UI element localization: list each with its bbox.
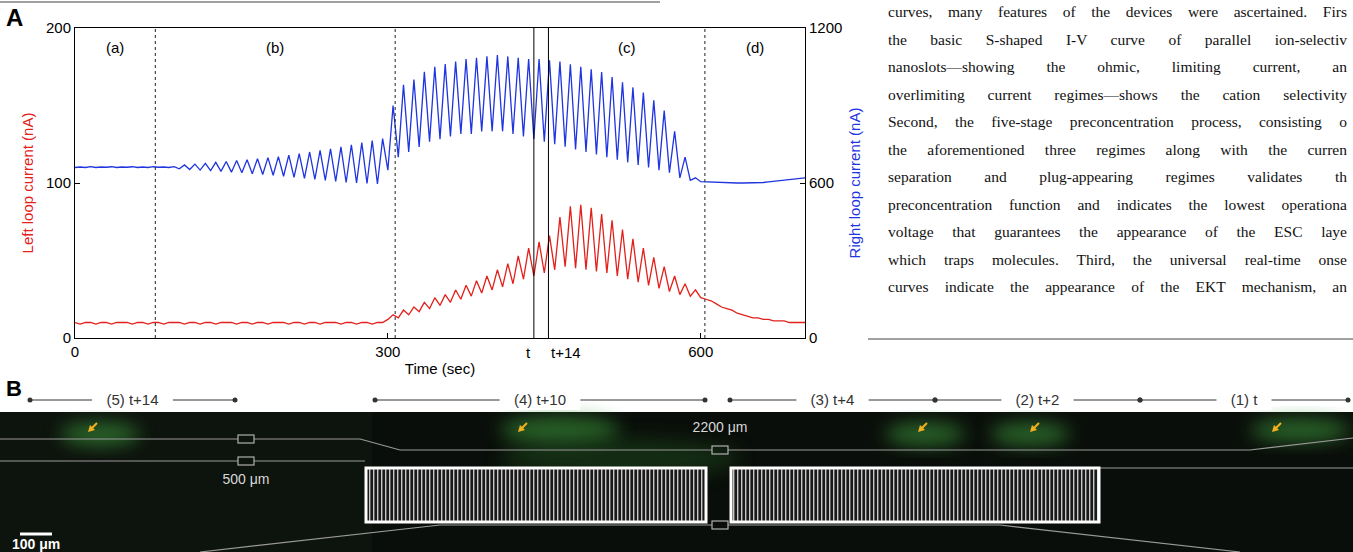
svg-text:300: 300 [375,343,400,360]
svg-text:200: 200 [46,19,71,36]
svg-text:0: 0 [809,329,817,346]
html-text:overlimiting current regimes—s: overlimiting current regimes—shows the c… [888,85,1347,103]
svg-text:Right loop current (nA): Right loop current (nA) [846,108,863,259]
html-text:separation and plug-appearing: separation and plug-appearing regimes va… [888,168,1347,185]
svg-text:(2) t+2: (2) t+2 [1016,391,1060,408]
svg-text:600: 600 [809,174,834,191]
svg-text:(a): (a) [106,39,124,56]
html-text:which traps molecules. Third,: which traps molecules. Third, the univer… [888,250,1347,268]
svg-text:500 μm: 500 μm [223,471,270,487]
svg-text:0: 0 [71,343,79,360]
html-text:curves, many features of the d: curves, many features of the devices wer… [888,3,1347,20]
svg-text:(1) t: (1) t [1231,391,1259,408]
svg-text:Left loop current (nA): Left loop current (nA) [19,113,36,254]
html-text:Second, the five-stage preconc: Second, the five-stage preconcentration … [888,113,1347,130]
svg-text:(c): (c) [618,39,636,56]
html-text:nanoslots—showing the ohmic, l: nanoslots—showing the ohmic, limiting cu… [888,58,1347,75]
svg-text:(5) t+14: (5) t+14 [106,391,158,408]
html-text:preconcentration function and: preconcentration function and indicates … [888,195,1347,213]
html-text:voltage that guarantees the ap: voltage that guarantees the appearance o… [888,223,1347,240]
svg-text:1200: 1200 [809,19,842,36]
svg-text:(b): (b) [266,39,284,56]
svg-text:600: 600 [688,343,713,360]
html-text:the basic S-shaped I-V curve o: the basic S-shaped I-V curve of parallel… [888,30,1347,48]
svg-text:(d): (d) [746,39,764,56]
svg-text:(3) t+4: (3) t+4 [811,391,855,408]
html-text:A: A [6,4,24,31]
svg-text:t+14: t+14 [551,344,581,361]
svg-text:t: t [526,344,531,361]
html-text:the aforementioned three regim: the aforementioned three regimes along w… [888,140,1347,158]
svg-text:0: 0 [63,329,71,346]
html-text:curves indicate the appearance: curves indicate the appearance of the EK… [888,278,1347,295]
html-text:B: B [6,376,22,401]
svg-text:100 μm: 100 μm [12,536,60,552]
svg-text:100: 100 [46,174,71,191]
svg-text:2200 μm: 2200 μm [693,419,748,435]
svg-text:Time (sec): Time (sec) [405,360,475,377]
svg-text:(4) t+10: (4) t+10 [514,391,566,408]
